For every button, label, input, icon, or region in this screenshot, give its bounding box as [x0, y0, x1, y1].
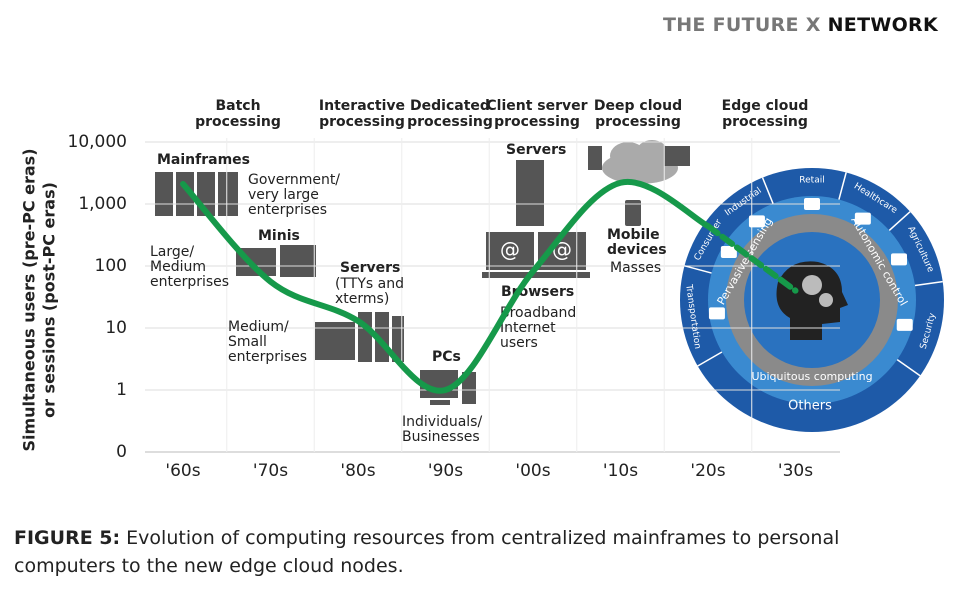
- annotation: Mobile: [607, 227, 660, 243]
- data-line: [180, 178, 711, 394]
- cloud-icon: [588, 140, 690, 184]
- phone-icon: [625, 200, 641, 226]
- annotation: Businesses: [402, 429, 480, 445]
- annotation: very large: [248, 187, 319, 203]
- center-label: Others: [788, 399, 832, 414]
- sector-icon: [708, 307, 725, 320]
- annotation: enterprises: [150, 274, 229, 290]
- svg-text:@: @: [500, 238, 520, 262]
- annotation: devices: [607, 242, 667, 258]
- sector-divider: [684, 265, 712, 274]
- y-tick-label: 1,000: [78, 194, 127, 214]
- x-tick-label: '20s: [690, 461, 725, 481]
- sector-divider: [888, 211, 911, 231]
- annotation: Medium: [150, 259, 206, 275]
- era-label: Dedicated: [410, 98, 490, 114]
- sector-icon: [720, 246, 737, 258]
- sector-divider: [761, 177, 774, 204]
- annotation: Masses: [610, 260, 661, 276]
- annotation: (TTYs and: [335, 276, 404, 292]
- sector-icon: [854, 212, 871, 225]
- era-label: processing: [595, 114, 681, 130]
- era-label: processing: [195, 114, 281, 130]
- annotation: Individuals/: [402, 414, 482, 430]
- x-tick-label: '30s: [778, 461, 813, 481]
- annotation: Mainframes: [157, 152, 250, 168]
- sector-divider: [697, 351, 723, 367]
- y-axis-label: Simultaneous users (pre-PC eras): [20, 148, 39, 451]
- annotation: xterms): [335, 291, 389, 307]
- annotation: Medium/: [228, 319, 289, 335]
- head-icon: [776, 261, 848, 340]
- x-tick-label: '60s: [165, 461, 200, 481]
- annotation: enterprises: [248, 202, 327, 218]
- annotation: Servers: [340, 260, 400, 276]
- x-tick-label: '70s: [253, 461, 288, 481]
- sector-divider: [914, 280, 943, 287]
- server-tower-icon: [516, 160, 544, 226]
- mainframe-icon: [155, 172, 238, 216]
- x-tick-label: '90s: [428, 461, 463, 481]
- y-axis-label: or sessions (post-PC eras): [40, 182, 59, 418]
- era-label: processing: [407, 114, 493, 130]
- y-tick-label: 1: [116, 380, 127, 400]
- y-tick-label: 10,000: [68, 132, 127, 152]
- annotation: Small: [228, 334, 267, 350]
- era-label: processing: [722, 114, 808, 130]
- era-label: processing: [494, 114, 580, 130]
- caption-label: FIGURE 5:: [14, 527, 121, 549]
- sector-divider: [896, 359, 921, 377]
- x-tick-label: '00s: [515, 461, 550, 481]
- annotation: enterprises: [228, 349, 307, 365]
- y-tick-label: 0: [116, 442, 127, 462]
- data-line: [705, 223, 799, 294]
- era-label: Client server: [486, 98, 587, 114]
- era-label: Batch: [215, 98, 260, 114]
- era-label: Edge cloud: [722, 98, 809, 114]
- annotation: PCs: [432, 349, 461, 365]
- y-tick-label: 100: [95, 256, 127, 276]
- era-label: Deep cloud: [594, 98, 682, 114]
- caption: FIGURE 5: Evolution of computing resourc…: [14, 524, 894, 580]
- era-label: Interactive: [319, 98, 405, 114]
- ring-label: Retail: [799, 176, 824, 186]
- annotation: Government/: [248, 172, 340, 188]
- x-tick-label: '10s: [603, 461, 638, 481]
- sector-icon: [896, 318, 913, 331]
- brand-light: THE FUTURE X: [662, 14, 821, 36]
- x-tick-label: '80s: [340, 461, 375, 481]
- brand-bold: NETWORK: [827, 14, 938, 36]
- caption-text: Evolution of computing resources from ce…: [14, 527, 840, 577]
- annotation: Internet: [500, 320, 556, 336]
- era-label: processing: [319, 114, 405, 130]
- edge-diagram: [680, 168, 944, 432]
- sector-icon: [891, 253, 908, 266]
- ring-label: Ubiquitous computing: [751, 370, 872, 383]
- annotation: users: [500, 335, 538, 351]
- sector-divider: [838, 172, 847, 200]
- annotation: Large/: [150, 244, 194, 260]
- y-tick-label: 10: [105, 318, 127, 338]
- sector-icon: [748, 215, 765, 228]
- sector-icon: [804, 198, 820, 210]
- annotation: Servers: [506, 142, 566, 158]
- annotation: Minis: [258, 228, 300, 244]
- annotation: Broadband: [500, 305, 576, 321]
- brand: THE FUTURE X NETWORK: [663, 14, 938, 36]
